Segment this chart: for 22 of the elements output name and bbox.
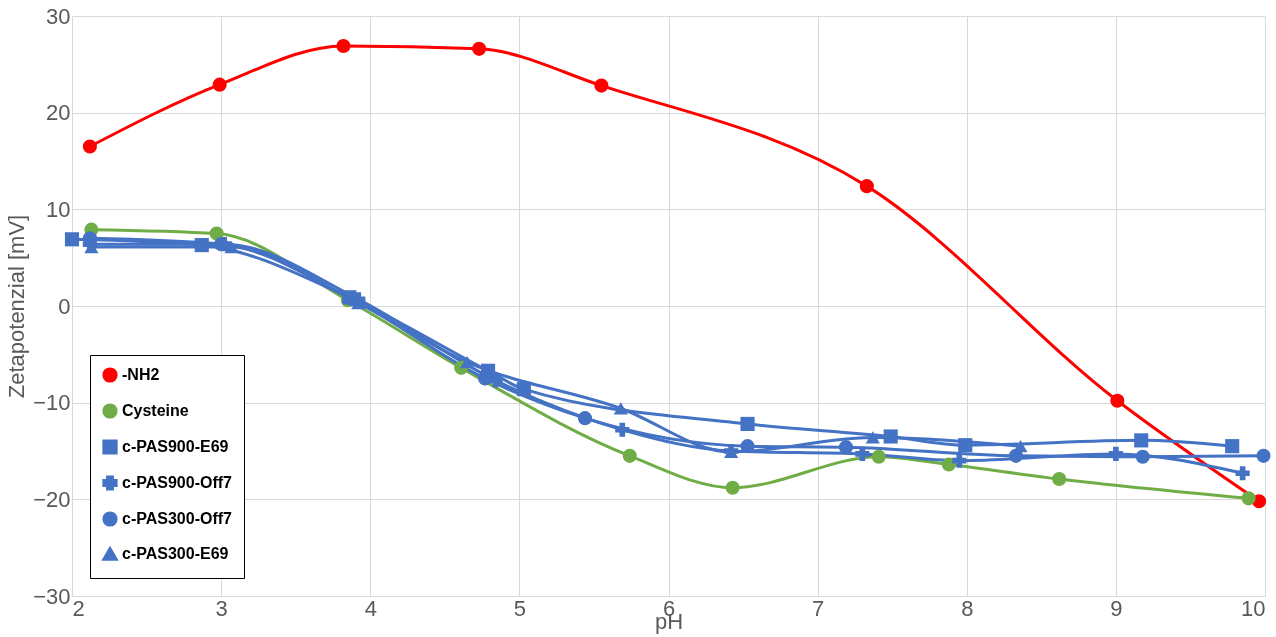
legend-label: Cysteine — [122, 402, 189, 419]
x-tick-label: 7 — [812, 595, 825, 621]
x-tick-label: 5 — [513, 595, 526, 621]
y-tick-label: −30 — [33, 583, 71, 609]
y-tick-label: −10 — [33, 390, 71, 416]
y-tick-label: 30 — [46, 3, 71, 29]
legend-label: c-PAS900-E69 — [122, 438, 229, 455]
x-tick-label: 2 — [72, 595, 85, 621]
legend-label: c-PAS300-E69 — [122, 545, 229, 562]
legend-label: c-PAS900-Off7 — [122, 474, 233, 491]
x-tick-label: 10 — [1241, 595, 1266, 621]
x-tick-label: 8 — [961, 595, 974, 621]
y-tick-label: 10 — [46, 196, 71, 222]
y-tick-label: −20 — [33, 486, 71, 512]
legend-label: -NH2 — [122, 366, 160, 383]
y-tick-label: 20 — [46, 100, 71, 126]
legend-label: c-PAS300-Off7 — [122, 510, 233, 527]
x-tick-label: 4 — [364, 595, 377, 621]
x-tick-label: 3 — [215, 595, 228, 621]
y-axis-title: Zetapotenzial [mV] — [4, 214, 30, 399]
x-tick-label: 9 — [1110, 595, 1123, 621]
y-tick-label: 0 — [58, 293, 71, 319]
